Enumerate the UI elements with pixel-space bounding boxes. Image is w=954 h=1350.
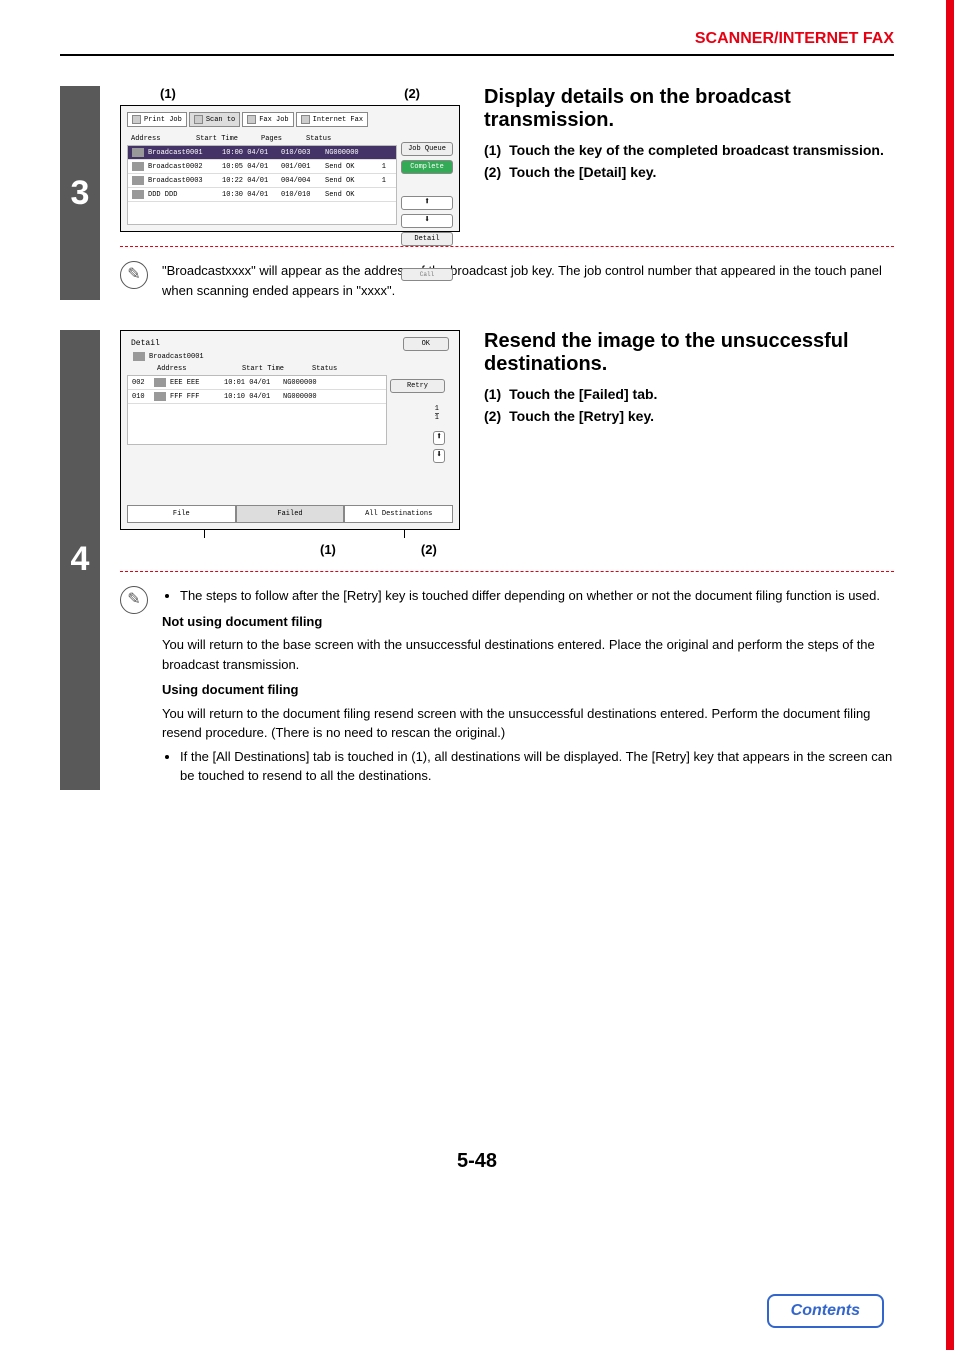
step-sidebar: 3 bbox=[60, 86, 100, 300]
note-body: You will return to the document filing r… bbox=[162, 704, 894, 743]
mail-icon bbox=[154, 378, 166, 387]
job-icon bbox=[132, 176, 144, 185]
call-button[interactable]: Call bbox=[401, 268, 453, 281]
job-row-selected[interactable]: Broadcast0001 10:00 04/01 010/003 NG0000… bbox=[128, 146, 396, 160]
step-3: 3 (1) (2) Print Job Scan to Fax Job Inte… bbox=[60, 86, 894, 300]
step-number: 4 bbox=[71, 540, 90, 579]
job-icon bbox=[132, 162, 144, 171]
step-sidebar: 4 bbox=[60, 330, 100, 790]
callout-1: (1) bbox=[320, 542, 336, 557]
print-icon bbox=[132, 115, 141, 124]
step4-notes: The steps to follow after the [Retry] ke… bbox=[162, 586, 894, 790]
tab-all-destinations[interactable]: All Destinations bbox=[344, 505, 453, 523]
page-body: SCANNER/INTERNET FAX 3 (1) (2) Print Job… bbox=[0, 0, 954, 850]
header-rule bbox=[60, 54, 894, 56]
note-bullet: If the [All Destinations] tab is touched… bbox=[180, 747, 894, 786]
scroll-up-button[interactable]: ⬆ bbox=[401, 196, 453, 210]
step3-title: Display details on the broadcast transmi… bbox=[484, 86, 894, 132]
dest-row[interactable]: 010 FFF FFF 10:10 04/01 NG000000 bbox=[128, 390, 386, 404]
col-address: Address bbox=[131, 135, 186, 143]
tab-scan-to[interactable]: Scan to bbox=[189, 112, 240, 127]
scroll-down-button[interactable]: ⬇ bbox=[433, 449, 445, 463]
instr-num: (2) bbox=[484, 164, 501, 180]
scroll-down-button[interactable]: ⬇ bbox=[401, 214, 453, 228]
step4-mock-wrap: Detail OK Broadcast0001 Address Start Ti… bbox=[120, 330, 460, 557]
callout-2: (2) bbox=[421, 542, 437, 557]
job-list: Broadcast0001 10:00 04/01 010/003 NG0000… bbox=[127, 145, 397, 225]
step-number: 3 bbox=[71, 174, 90, 213]
step-4: 4 Detail OK Broadcast0001 Address Start … bbox=[60, 330, 894, 790]
step3-mock-wrap: (1) (2) Print Job Scan to Fax Job Intern… bbox=[120, 86, 460, 232]
job-row[interactable]: Broadcast0003 10:22 04/01 004/004 Send O… bbox=[128, 174, 396, 188]
dashed-divider bbox=[120, 571, 894, 572]
tab-failed[interactable]: Failed bbox=[236, 505, 345, 523]
note-subtitle: Using document filing bbox=[162, 680, 894, 700]
page-number: 5-48 bbox=[0, 1150, 954, 1173]
tab-fax-job[interactable]: Fax Job bbox=[242, 112, 293, 127]
failed-list: 002 EEE EEE 10:01 04/01 NG000000 010 FFF… bbox=[127, 375, 387, 445]
note-subtitle: Not using document filing bbox=[162, 612, 894, 632]
col-status: Status bbox=[306, 135, 331, 143]
instr-num: (1) bbox=[484, 142, 501, 158]
mail-icon bbox=[154, 392, 166, 401]
dest-row[interactable]: 002 EEE EEE 10:01 04/01 NG000000 bbox=[128, 376, 386, 390]
broadcast-icon bbox=[133, 352, 145, 361]
callout-1: (1) bbox=[160, 86, 176, 101]
col-pages: Pages bbox=[261, 135, 296, 143]
broadcast-name: Broadcast0001 bbox=[149, 353, 204, 361]
job-icon bbox=[132, 148, 144, 157]
tab-internet-fax[interactable]: Internet Fax bbox=[296, 112, 368, 127]
job-queue-button[interactable]: Job Queue bbox=[401, 142, 453, 156]
step3-text: Display details on the broadcast transmi… bbox=[484, 86, 894, 186]
col-address: Address bbox=[157, 365, 232, 373]
step4-text: Resend the image to the unsuccessful des… bbox=[484, 330, 894, 430]
tab-print-job[interactable]: Print Job bbox=[127, 112, 187, 127]
pager-tot: 1 bbox=[435, 414, 439, 422]
note-icon: ✎ bbox=[120, 261, 148, 289]
note-bullet: The steps to follow after the [Retry] ke… bbox=[180, 586, 894, 606]
callout-2: (2) bbox=[404, 86, 420, 101]
note-icon: ✎ bbox=[120, 586, 148, 614]
job-status-screen: Print Job Scan to Fax Job Internet Fax A… bbox=[120, 105, 460, 232]
job-icon bbox=[132, 190, 144, 199]
section-header: SCANNER/INTERNET FAX bbox=[60, 30, 894, 48]
pager-cur: 1 bbox=[435, 405, 439, 414]
ifax-icon bbox=[301, 115, 310, 124]
ok-button[interactable]: OK bbox=[403, 337, 449, 351]
retry-button[interactable]: Retry bbox=[390, 379, 445, 393]
scan-icon bbox=[194, 115, 203, 124]
step4-title: Resend the image to the unsuccessful des… bbox=[484, 330, 894, 376]
job-row[interactable]: DDD DDD 10:30 04/01 010/010 Send OK bbox=[128, 188, 396, 202]
fax-icon bbox=[247, 115, 256, 124]
complete-button[interactable]: Complete bbox=[401, 160, 453, 174]
detail-button[interactable]: Detail bbox=[401, 232, 453, 246]
instr-num: (1) bbox=[484, 386, 501, 402]
col-status: Status bbox=[312, 365, 347, 373]
detail-screen: Detail OK Broadcast0001 Address Start Ti… bbox=[120, 330, 460, 530]
col-start-time: Start Time bbox=[242, 365, 302, 373]
note-body: You will return to the base screen with … bbox=[162, 635, 894, 674]
instr-num: (2) bbox=[484, 408, 501, 424]
tab-file[interactable]: File bbox=[127, 505, 236, 523]
instr-text: Touch the [Failed] tab. bbox=[509, 386, 657, 402]
col-start-time: Start Time bbox=[196, 135, 251, 143]
instr-text: Touch the key of the completed broadcast… bbox=[509, 142, 884, 158]
job-row[interactable]: Broadcast0002 10:05 04/01 001/001 Send O… bbox=[128, 160, 396, 174]
contents-button[interactable]: Contents bbox=[767, 1294, 884, 1328]
instr-text: Touch the [Detail] key. bbox=[509, 164, 656, 180]
tabs: Print Job Scan to Fax Job Internet Fax bbox=[127, 112, 397, 127]
step3-note: "Broadcastxxxx" will appear as the addre… bbox=[162, 261, 894, 300]
dashed-divider bbox=[120, 246, 894, 247]
scroll-up-button[interactable]: ⬆ bbox=[433, 431, 445, 445]
instr-text: Touch the [Retry] key. bbox=[509, 408, 654, 424]
